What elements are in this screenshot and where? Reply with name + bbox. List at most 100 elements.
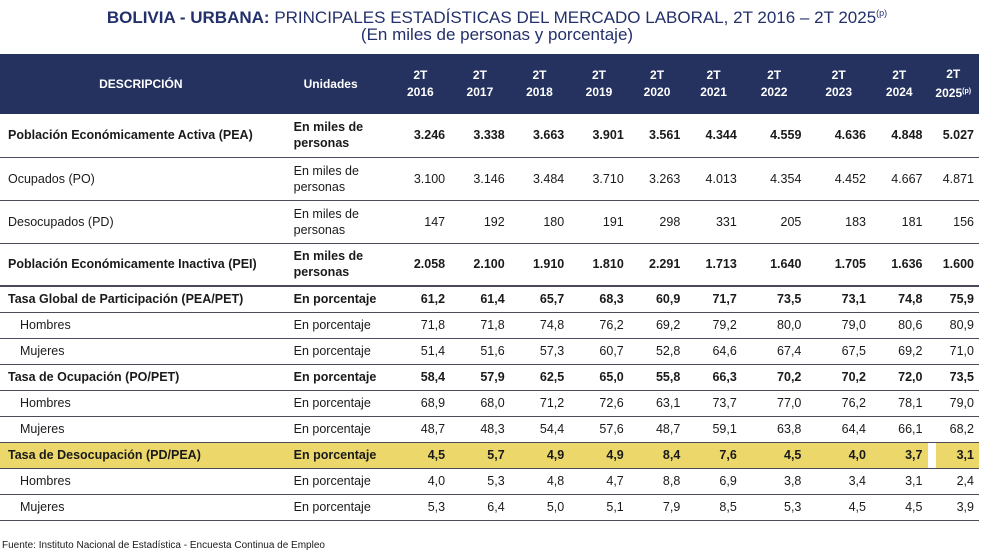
row-value: 147 — [390, 200, 451, 244]
row-unit: En porcentaje — [287, 312, 391, 339]
row-value: 80,0 — [741, 312, 807, 339]
row-value: 4.013 — [685, 157, 742, 201]
row-value: 4,5 — [390, 442, 451, 469]
header-year: 2T 2024 — [871, 54, 928, 114]
table-row: Mujeres En porcentaje 48,7 48,3 54,4 57,6 48,7… — [0, 416, 979, 443]
table-row: Mujeres En porcentaje 5,3 6,4 5,0 5,1 7,9 8,5 5,… — [0, 494, 979, 521]
header-year: 2T 2020 — [629, 54, 686, 114]
table-row: Población Económicamente Activa (PEA) En … — [0, 114, 979, 158]
row-value: 79,2 — [685, 312, 742, 339]
row-value: 1.600 — [927, 243, 979, 287]
row-value: 2,4 — [927, 468, 979, 495]
row-value: 74,8 — [870, 285, 928, 313]
row-value: 51,4 — [390, 338, 451, 365]
header-year-quarter: 2T — [946, 67, 961, 81]
row-unit: En porcentaje — [287, 390, 391, 417]
row-value: 80,9 — [927, 312, 979, 339]
header-year: 2T 2025(p) — [928, 54, 980, 114]
header-year-quarter: 2T — [706, 68, 721, 82]
row-value: 63,1 — [628, 390, 686, 417]
row-unit: En miles de personas — [287, 200, 391, 244]
row-value: 4,9 — [569, 442, 629, 469]
row-value: 73,5 — [927, 364, 979, 391]
row-value: 73,7 — [685, 390, 742, 417]
row-value: 331 — [685, 200, 742, 244]
row-value: 156 — [927, 200, 979, 244]
row-value: 74,8 — [509, 312, 570, 339]
row-value: 80,6 — [870, 312, 928, 339]
header-year-value: 2022 — [760, 85, 788, 99]
row-value: 4,7 — [569, 468, 629, 495]
row-value: 71,2 — [509, 390, 570, 417]
row-value: 54,4 — [509, 416, 570, 443]
row-value: 73,1 — [806, 285, 871, 313]
row-value: 66,3 — [685, 364, 742, 391]
row-value: 79,0 — [927, 390, 979, 417]
row-value: 4.559 — [741, 114, 807, 158]
row-value: 71,8 — [390, 312, 451, 339]
row-value: 3.561 — [628, 114, 686, 158]
row-value: 68,3 — [569, 285, 629, 313]
header-year-value: 2025 — [935, 86, 963, 100]
header-year-sup: (p) — [962, 88, 972, 95]
row-value: 3.710 — [569, 157, 629, 201]
header-year-quarter: 2T — [767, 68, 782, 82]
row-value: 205 — [741, 200, 807, 244]
row-value: 68,2 — [927, 416, 979, 443]
row-value: 76,2 — [806, 390, 871, 417]
row-value: 5,3 — [390, 494, 451, 521]
table-row: Mujeres En porcentaje 51,4 51,6 57,3 60,7 52,8… — [0, 338, 979, 365]
row-value: 69,2 — [870, 338, 928, 365]
row-value: 48,3 — [450, 416, 510, 443]
row-value: 68,9 — [390, 390, 451, 417]
row-value: 3.263 — [628, 157, 686, 201]
row-value: 3.338 — [450, 114, 510, 158]
row-unit: En porcentaje — [287, 338, 391, 365]
row-value: 4,0 — [806, 442, 871, 469]
header-year: 2T 2018 — [510, 54, 570, 114]
row-value: 71,7 — [685, 285, 742, 313]
row-value: 1.713 — [685, 243, 742, 287]
header-year-value: 2024 — [885, 85, 913, 99]
table-row: Población Económicamente Inactiva (PEI) E… — [0, 243, 979, 287]
header-year-quarter: 2T — [413, 68, 428, 82]
row-value: 3.663 — [509, 114, 570, 158]
row-value: 4,0 — [390, 468, 451, 495]
row-value: 64,6 — [685, 338, 742, 365]
row-value: 191 — [569, 200, 629, 244]
page-subtitle: (En miles de personas y porcentaje) — [360, 25, 634, 44]
table-body: Población Económicamente Activa (PEA) En … — [0, 114, 979, 521]
header-descripcion: DESCRIPCIÓN — [99, 76, 183, 91]
row-value: 3.484 — [509, 157, 570, 201]
header-year: 2T 2019 — [569, 54, 629, 114]
table-row: Desocupados (PD) En miles de personas 147 1… — [0, 200, 979, 244]
header-year-value: 2021 — [700, 85, 727, 99]
table-row: Hombres En porcentaje 4,0 5,3 4,8 4,7 8,8 6,9 3,… — [0, 468, 979, 495]
row-value: 181 — [870, 200, 928, 244]
row-label: Tasa de Ocupación (PO/PET) — [0, 364, 288, 391]
row-value: 4,5 — [806, 494, 871, 521]
row-value: 48,7 — [390, 416, 451, 443]
row-value: 8,4 — [628, 442, 686, 469]
row-value: 3.146 — [450, 157, 510, 201]
row-value: 5,1 — [569, 494, 629, 521]
header-year-quarter: 2T — [472, 68, 487, 82]
source-note: Fuente: Instituto Nacional de Estadístic… — [2, 540, 325, 551]
page-title: BOLIVIA - URBANA: PRINCIPALES ESTADÍSTIC… — [0, 3, 994, 28]
header-year-value: 2016 — [407, 85, 434, 99]
row-value: 76,2 — [569, 312, 629, 339]
row-value: 5,7 — [450, 442, 510, 469]
row-value: 4.354 — [741, 157, 807, 201]
row-value: 5,3 — [450, 468, 510, 495]
row-value: 3,7 — [870, 442, 928, 469]
row-unit: En porcentaje — [287, 364, 391, 391]
row-value: 7,6 — [685, 442, 742, 469]
row-value: 4,5 — [870, 494, 928, 521]
row-value: 2.291 — [628, 243, 686, 287]
row-value: 57,9 — [450, 364, 510, 391]
header-year-value: 2018 — [526, 85, 553, 99]
row-value: 65,0 — [569, 364, 629, 391]
row-value: 58,4 — [390, 364, 451, 391]
row-value: 2.100 — [450, 243, 510, 287]
row-value: 48,7 — [628, 416, 686, 443]
